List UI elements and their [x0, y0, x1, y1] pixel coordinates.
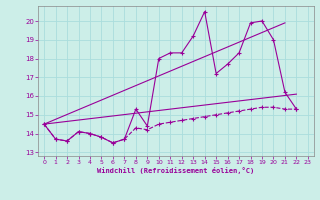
X-axis label: Windchill (Refroidissement éolien,°C): Windchill (Refroidissement éolien,°C)	[97, 167, 255, 174]
